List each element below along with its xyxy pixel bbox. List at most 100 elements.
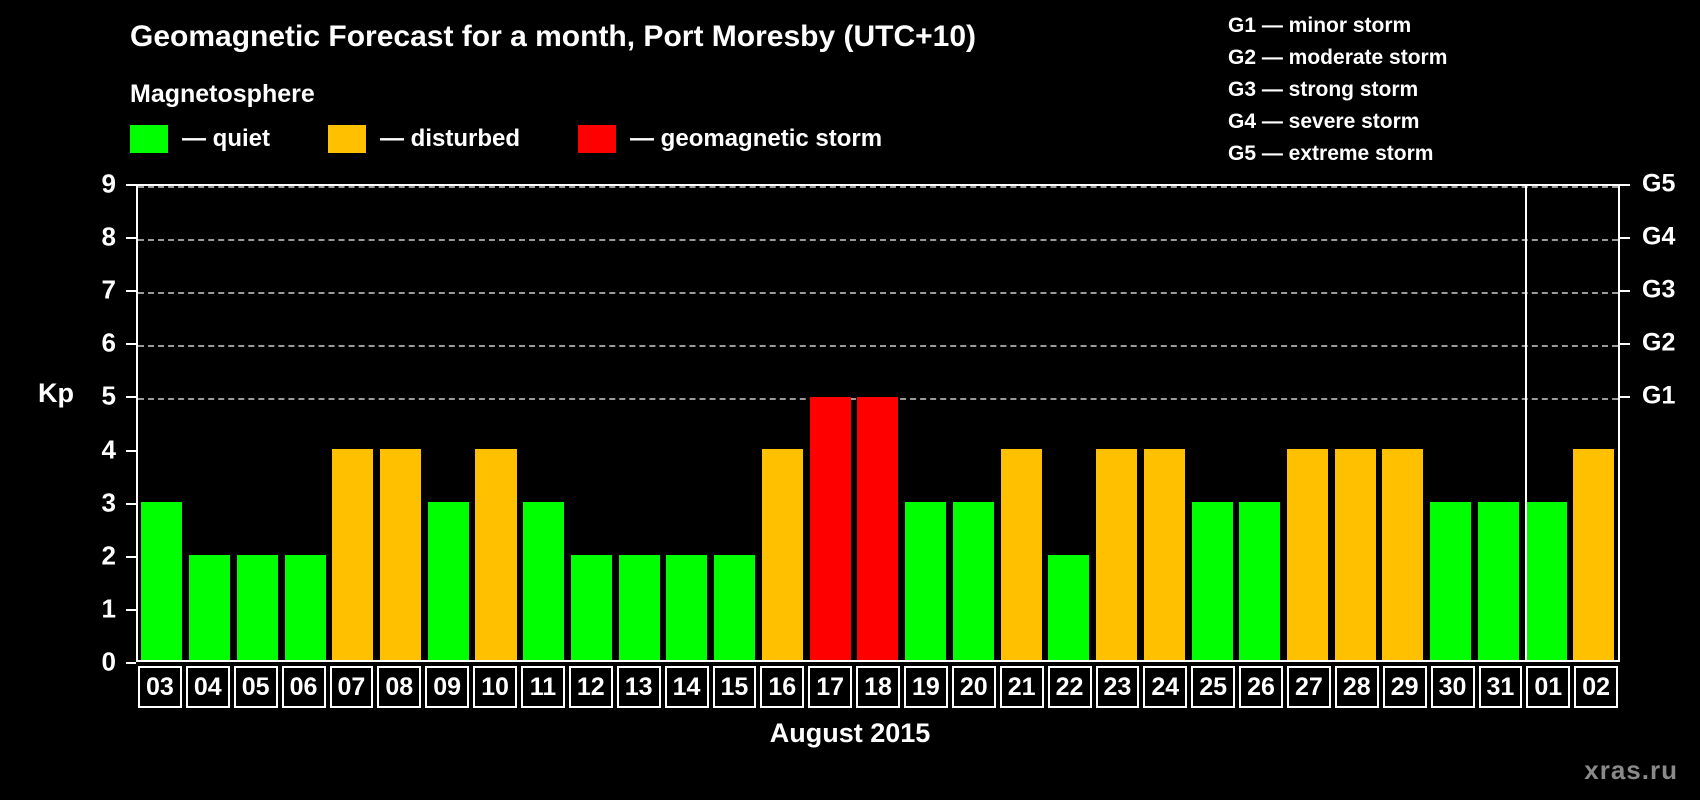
x-day-label: 19 xyxy=(904,666,948,708)
bar xyxy=(618,554,660,660)
plot-area xyxy=(136,184,1620,662)
legend-item-label: — disturbed xyxy=(380,125,521,152)
bar-series xyxy=(138,186,1618,660)
x-day-label: 01 xyxy=(1526,666,1571,708)
x-day-label: 26 xyxy=(1239,666,1283,708)
watermark: xras.ru xyxy=(1584,755,1678,785)
bar xyxy=(1477,502,1519,660)
x-day-label: 15 xyxy=(712,666,757,708)
bar xyxy=(1143,449,1185,660)
gridline xyxy=(138,239,1618,242)
storm-scale-line: G1 — minor storm xyxy=(1228,14,1412,37)
y-tick-mark xyxy=(126,343,136,346)
x-day-label: 29 xyxy=(1382,666,1427,708)
y-tick-label: 4 xyxy=(101,434,116,465)
y-tick-label: 2 xyxy=(101,540,116,571)
bar xyxy=(284,554,326,660)
x-day-label: 24 xyxy=(1143,666,1188,708)
bar-cell xyxy=(377,186,425,660)
x-day-label: 09 xyxy=(425,666,470,708)
month-separator-line xyxy=(1525,186,1528,660)
x-day-label: 06 xyxy=(281,666,326,708)
storm-scale-line: G2 — moderate storm xyxy=(1228,46,1448,69)
legend-item: — disturbed xyxy=(328,125,520,153)
bar xyxy=(1000,449,1042,660)
g-tick-mark xyxy=(1620,396,1630,399)
x-day-label: 31 xyxy=(1478,666,1523,708)
bar xyxy=(1048,554,1090,660)
bar xyxy=(236,554,278,660)
y-tick-mark xyxy=(126,502,136,505)
y-tick-mark xyxy=(126,237,136,240)
x-day-label: 05 xyxy=(233,666,278,708)
gridline xyxy=(138,292,1618,295)
red-square-icon xyxy=(578,125,617,153)
bar-cell xyxy=(663,186,711,660)
bar xyxy=(809,396,851,660)
x-day-label: 25 xyxy=(1191,666,1236,708)
y-tick-mark xyxy=(126,396,136,399)
x-day-label: 18 xyxy=(856,666,900,708)
x-axis-title: August 2015 xyxy=(769,718,931,748)
bar-cell xyxy=(1188,186,1236,660)
legend: — quiet — disturbed — geomagnetic storm xyxy=(130,125,940,153)
g-tick-mark xyxy=(1620,290,1630,293)
y-tick-label: 3 xyxy=(101,487,116,518)
bar xyxy=(1191,502,1233,660)
y-tick-mark xyxy=(126,555,136,558)
bar xyxy=(1334,449,1376,660)
y-tick-mark xyxy=(126,290,136,293)
y-tick-mark xyxy=(126,662,136,664)
bar-cell xyxy=(138,186,186,660)
y-tick-mark xyxy=(126,608,136,611)
x-day-label: 13 xyxy=(616,666,661,708)
bar xyxy=(1096,449,1138,660)
x-day-label: 17 xyxy=(808,666,853,708)
bar xyxy=(857,396,899,660)
bar xyxy=(1525,502,1567,660)
x-day-label: 11 xyxy=(521,666,565,708)
storm-scale-line: G3 — strong storm xyxy=(1228,78,1419,101)
gridline xyxy=(138,345,1618,348)
magnetosphere-label: Magnetosphere xyxy=(130,80,315,108)
storm-scale-line: G5 — extreme storm xyxy=(1228,142,1434,165)
g-tick-label: G5 xyxy=(1642,169,1676,198)
x-day-label: 30 xyxy=(1430,666,1475,708)
x-day-label: 27 xyxy=(1287,666,1331,708)
bar-cell xyxy=(424,186,472,660)
bar-cell xyxy=(854,186,902,660)
bar-cell xyxy=(806,186,854,660)
y-tick-label: 0 xyxy=(101,646,116,677)
g-tick-mark xyxy=(1620,184,1630,186)
g-tick-label: G2 xyxy=(1642,328,1676,357)
bar xyxy=(1573,449,1615,660)
bar-cell xyxy=(759,186,807,660)
bar xyxy=(332,449,374,660)
bar-cell xyxy=(949,186,997,660)
y-tick-label: 6 xyxy=(101,327,116,358)
green-square-icon xyxy=(130,125,168,153)
bar xyxy=(141,502,183,660)
bar-cell xyxy=(902,186,950,660)
bar xyxy=(1430,502,1472,660)
bar-cell xyxy=(568,186,616,660)
bar-cell xyxy=(1093,186,1141,660)
page-title: Geomagnetic Forecast for a month, Port M… xyxy=(130,20,976,53)
x-day-label: 10 xyxy=(473,666,517,708)
bar xyxy=(523,502,565,660)
bar-cell xyxy=(233,186,281,660)
bar xyxy=(761,449,803,660)
bar xyxy=(475,449,517,660)
y-tick-label: 7 xyxy=(101,274,116,305)
g-tick-mark xyxy=(1620,343,1630,346)
bar xyxy=(189,554,231,660)
x-day-label: 03 xyxy=(138,666,182,708)
bar-cell xyxy=(615,186,663,660)
bar xyxy=(952,502,994,660)
storm-scale-legend: G1 — minor storm G2 — moderate storm G3 — … xyxy=(1228,10,1447,170)
x-day-label: 28 xyxy=(1334,666,1379,708)
bar xyxy=(427,502,469,660)
g-tick-label: G3 xyxy=(1642,275,1676,304)
bar-cell xyxy=(1331,186,1379,660)
